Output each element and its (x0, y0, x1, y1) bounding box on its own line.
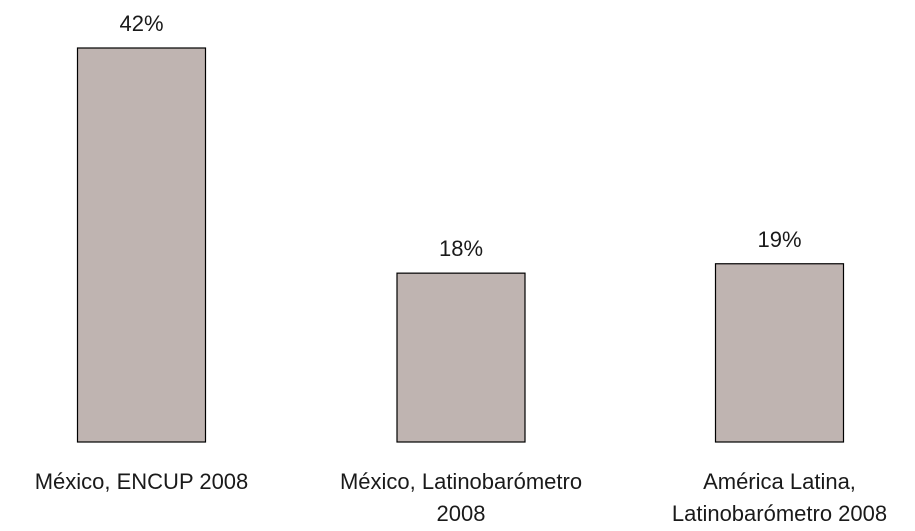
category-label-2-line-2: 2008 (437, 501, 486, 526)
bars-group (76, 47, 845, 443)
category-label-2: México, Latinobarómetro 2008 (340, 469, 582, 526)
value-label-2: 18% (439, 236, 483, 261)
value-label-1: 42% (119, 11, 163, 36)
category-label-1-line-1: México, ENCUP 2008 (35, 469, 249, 494)
value-labels-group: 42% 18% 19% (119, 11, 801, 261)
category-label-3-line-1: América Latina, (703, 469, 856, 494)
bar-3 (714, 263, 845, 443)
category-label-2-line-1: México, Latinobarómetro (340, 469, 582, 494)
category-label-3: América Latina, Latinobarómetro 2008 (672, 469, 887, 526)
value-label-3: 19% (757, 227, 801, 252)
bar-2 (396, 272, 526, 443)
category-label-1: México, ENCUP 2008 (35, 469, 249, 494)
category-labels-group: México, ENCUP 2008 México, Latinobarómetr… (35, 469, 887, 526)
category-label-3-line-2: Latinobarómetro 2008 (672, 501, 887, 526)
bar-1 (76, 47, 207, 443)
